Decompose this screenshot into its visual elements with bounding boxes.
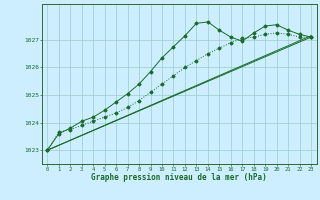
X-axis label: Graphe pression niveau de la mer (hPa): Graphe pression niveau de la mer (hPa) <box>91 173 267 182</box>
